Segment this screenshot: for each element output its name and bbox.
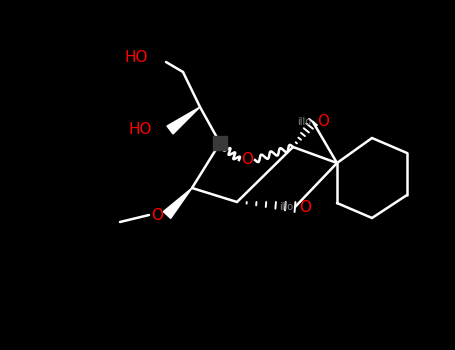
Text: HO: HO — [125, 49, 148, 64]
Polygon shape — [163, 188, 192, 218]
Text: illo: illo — [297, 117, 311, 127]
Bar — [213, 136, 227, 150]
Text: O: O — [151, 208, 163, 223]
Text: H: H — [217, 138, 225, 148]
Text: O: O — [299, 199, 311, 215]
Text: HO: HO — [128, 122, 152, 138]
Text: O: O — [317, 114, 329, 130]
Text: O: O — [241, 153, 253, 168]
Polygon shape — [167, 107, 200, 134]
Text: illo: illo — [279, 202, 293, 212]
